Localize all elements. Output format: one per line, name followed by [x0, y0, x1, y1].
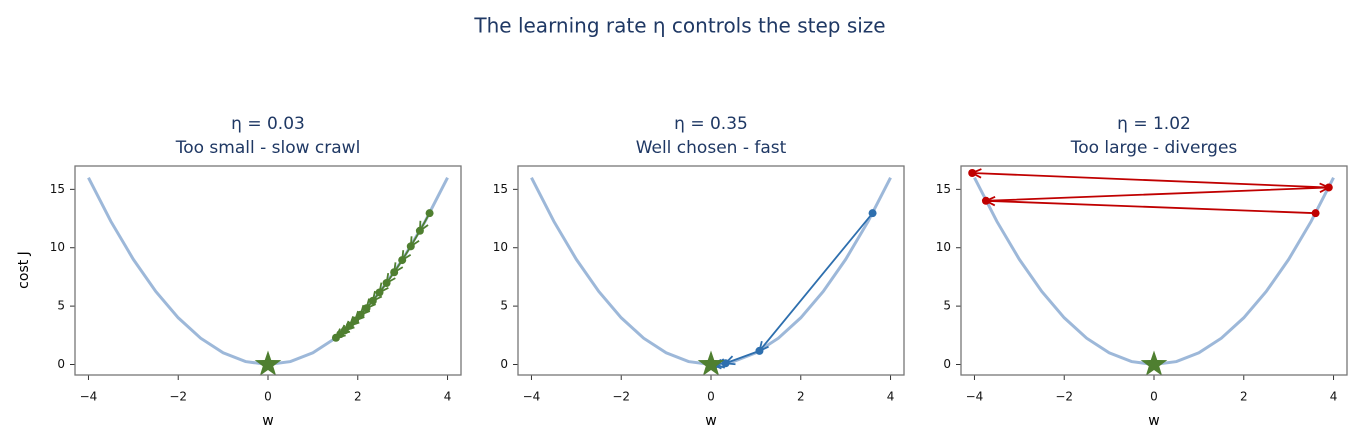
subplot-title: η = 0.03 — [231, 114, 305, 134]
iterate-point — [390, 268, 399, 277]
y-tick-label: 10 — [50, 240, 65, 254]
x-tick-label: 0 — [707, 390, 715, 404]
minimum-star — [697, 350, 725, 376]
y-tick-label: 10 — [936, 240, 951, 254]
iterate-point — [721, 359, 730, 368]
minimum-star — [254, 350, 282, 376]
y-tick-label: 0 — [57, 357, 65, 371]
axes-frame — [960, 165, 1348, 376]
iterate-point — [1311, 209, 1320, 218]
x-tick-label: 2 — [354, 390, 362, 404]
x-tick-label: 4 — [1330, 390, 1338, 404]
y-tick-label: 0 — [500, 357, 508, 371]
iterate-point — [755, 346, 764, 355]
subplot-title: η = 0.35 — [674, 114, 748, 134]
x-axis-label: w — [705, 413, 716, 429]
cost-curve — [973, 176, 1335, 367]
x-tick-label: 2 — [797, 390, 805, 404]
x-tick-label: −2 — [169, 390, 187, 404]
axes-frame — [74, 165, 462, 376]
iterate-point — [406, 242, 415, 251]
iterate-point — [351, 316, 360, 325]
y-tick-label: 5 — [943, 299, 951, 313]
x-tick-label: 0 — [1150, 390, 1158, 404]
subplot-subtitle: Well chosen - fast — [636, 138, 787, 158]
figure-title: The learning rate η controls the step si… — [473, 14, 885, 38]
iterate-point — [368, 296, 377, 305]
cost-curve — [530, 176, 892, 367]
iterate-point — [382, 278, 391, 287]
minimum-star — [1140, 350, 1168, 376]
iterate-point — [868, 209, 877, 218]
x-tick-label: −2 — [612, 390, 630, 404]
iterate-point — [362, 304, 371, 313]
y-tick-label: 0 — [943, 357, 951, 371]
y-tick-label: 5 — [500, 299, 508, 313]
iterate-point — [425, 209, 434, 218]
iterate-point — [331, 333, 340, 342]
subplot-subtitle: Too large - diverges — [1070, 138, 1238, 158]
x-tick-label: −4 — [80, 390, 98, 404]
step-arrow — [723, 350, 760, 366]
y-axis-label: cost J — [16, 251, 32, 289]
iterate-point — [415, 226, 424, 235]
subplot-subtitle: Too small - slow crawl — [175, 138, 361, 158]
x-tick-label: 0 — [264, 390, 272, 404]
iterate-point — [375, 288, 384, 297]
y-tick-label: 15 — [493, 182, 508, 196]
step-arrow — [970, 168, 1329, 189]
y-tick-label: 10 — [493, 240, 508, 254]
x-tick-label: −2 — [1055, 390, 1073, 404]
x-tick-label: −4 — [966, 390, 984, 404]
y-tick-label: 5 — [57, 299, 65, 313]
iterate-point — [356, 310, 365, 319]
x-axis-label: w — [1148, 413, 1159, 429]
x-axis-label: w — [262, 413, 273, 429]
x-tick-label: 2 — [1240, 390, 1248, 404]
x-tick-label: −4 — [523, 390, 541, 404]
axes-frame — [517, 165, 905, 376]
x-tick-label: 4 — [887, 390, 895, 404]
subplot-title: η = 1.02 — [1117, 114, 1191, 134]
step-arrow — [758, 212, 874, 353]
x-tick-label: 4 — [444, 390, 452, 404]
y-tick-label: 15 — [50, 182, 65, 196]
iterate-point — [398, 256, 407, 265]
iterate-point — [981, 196, 990, 205]
iterate-point — [1324, 183, 1333, 192]
y-tick-label: 15 — [936, 182, 951, 196]
iterate-point — [968, 169, 977, 178]
